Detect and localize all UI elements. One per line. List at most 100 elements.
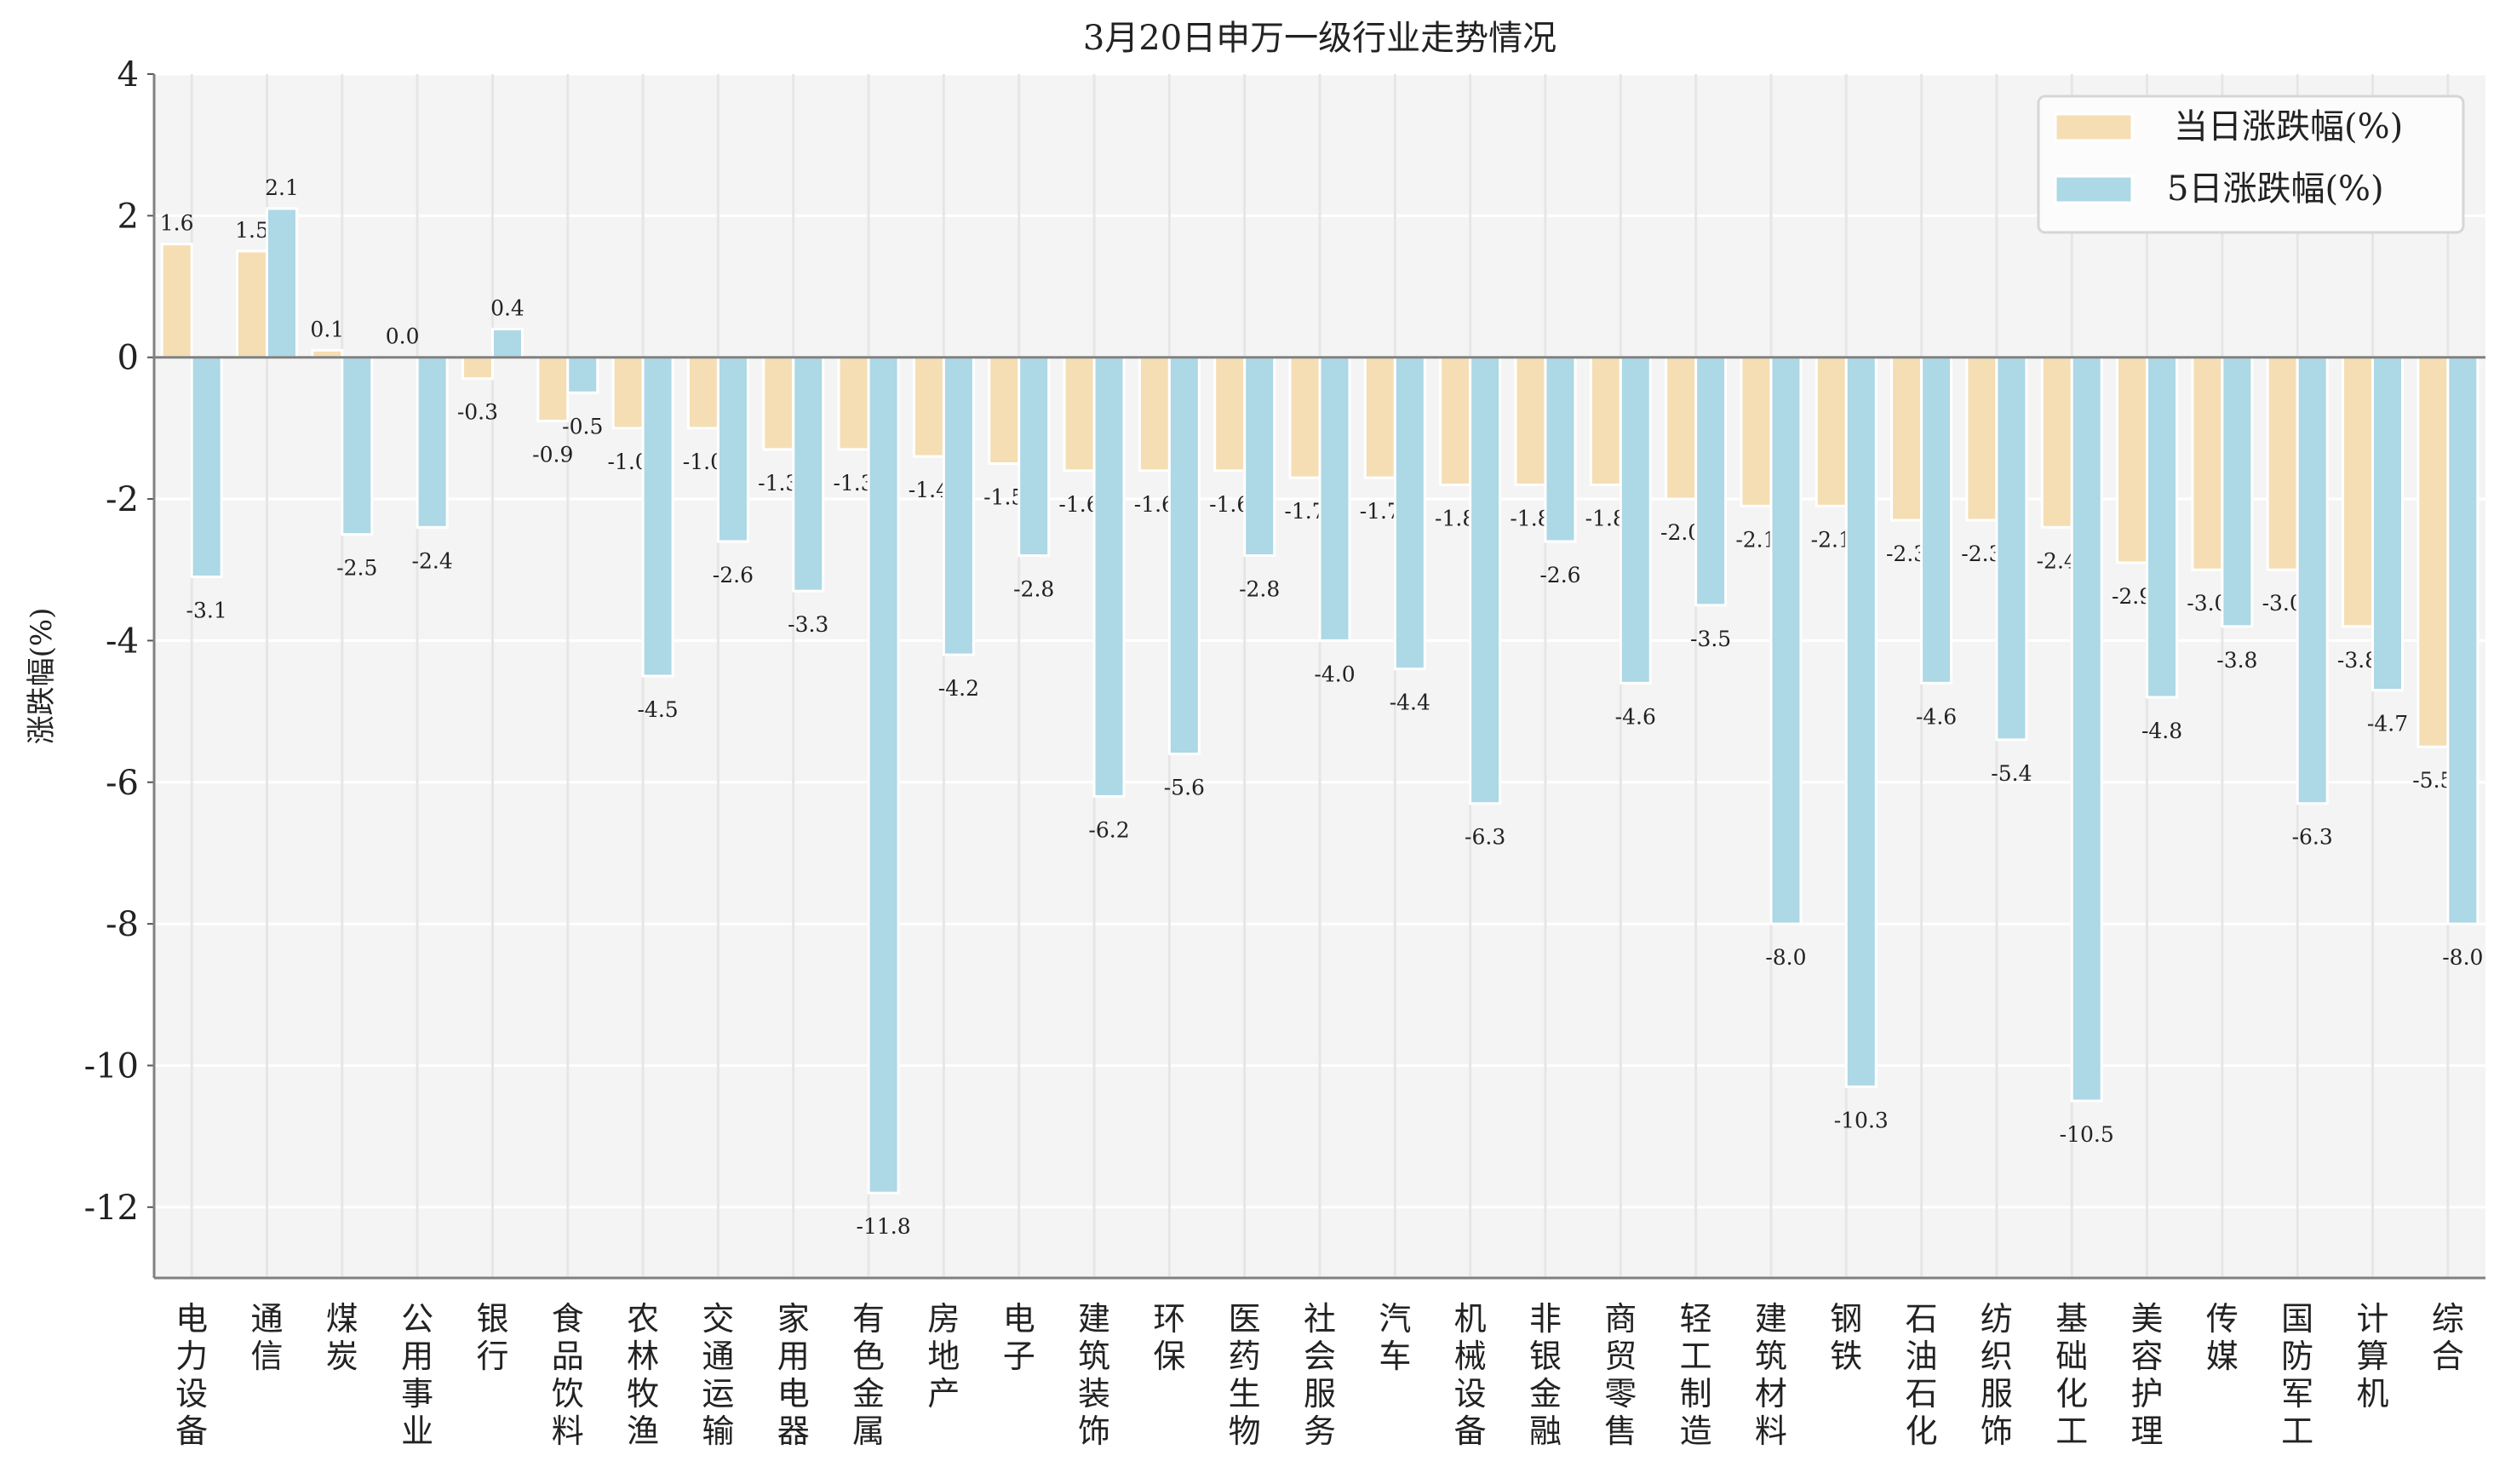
data-label: -2.6 (713, 563, 754, 587)
bar (762, 356, 795, 451)
bar (2116, 356, 2149, 564)
x-tick-label: 有色金属 (852, 1300, 885, 1450)
bar (1063, 356, 1096, 473)
bar (2191, 356, 2224, 571)
x-tick-label: 电力设备 (175, 1300, 208, 1450)
data-label: -6.2 (1088, 817, 1129, 842)
bar (912, 356, 945, 458)
legend-swatch (2054, 175, 2134, 204)
legend-label: 当日涨跌幅(%) (2174, 107, 2403, 146)
bar (1740, 356, 1773, 507)
bar (416, 356, 449, 529)
bar (716, 356, 749, 543)
data-label: 0.1 (310, 317, 344, 341)
x-tick-label: 计算机 (2357, 1300, 2389, 1412)
bar (1920, 356, 1953, 685)
bar (2266, 356, 2299, 571)
x-tick-label: 交通运输 (702, 1300, 734, 1450)
data-label: -0.9 (532, 443, 573, 467)
data-label: -0.5 (562, 414, 603, 438)
bar (1890, 356, 1923, 522)
bar (2221, 356, 2254, 628)
data-label: -5.6 (1164, 775, 1205, 799)
y-axis-label: 涨跌幅(%) (25, 608, 59, 745)
data-label: -2.8 (1013, 577, 1054, 602)
legend-label: 5日涨跌幅(%) (2167, 169, 2384, 209)
data-label: -5.4 (1991, 761, 2032, 786)
x-tick-label: 房地产 (927, 1300, 960, 1412)
bar (235, 249, 268, 359)
bar (2070, 356, 2103, 1103)
bar (686, 356, 719, 430)
y-tick-label: 4 (118, 55, 139, 95)
data-label: 0.0 (386, 324, 420, 349)
bar (1167, 356, 1201, 755)
data-label: -4.0 (1314, 662, 1355, 686)
bar (1288, 356, 1321, 479)
bar (1439, 356, 1472, 486)
x-tick-label: 商贸零售 (1604, 1300, 1637, 1450)
x-tick-label: 家用电器 (777, 1300, 810, 1450)
data-label: -3.5 (1690, 627, 1731, 651)
x-tick-label: 农林牧渔 (627, 1300, 659, 1450)
y-tick-label: -12 (84, 1189, 139, 1228)
bar (1544, 356, 1577, 543)
data-label: -4.2 (938, 676, 979, 701)
data-label: 1.5 (235, 218, 269, 243)
y-tick-label: -6 (106, 764, 139, 803)
data-label: -2.6 (1539, 563, 1580, 587)
x-tick-label: 社会服务 (1304, 1300, 1336, 1450)
bar (942, 356, 975, 656)
data-label: -4.5 (637, 697, 678, 722)
bar (867, 356, 900, 1195)
x-tick-label: 银行 (476, 1300, 508, 1375)
y-tick-label: -10 (84, 1046, 139, 1086)
data-label: -3.1 (186, 599, 227, 623)
bar (1318, 356, 1351, 642)
bar (1243, 356, 1276, 558)
x-tick-label: 电子 (1003, 1300, 1035, 1375)
bar (160, 243, 193, 359)
data-label: -6.3 (2292, 825, 2333, 850)
x-tick-label: 公用事业 (401, 1300, 433, 1450)
bar (1814, 356, 1848, 507)
bar (2342, 356, 2375, 628)
bar (792, 356, 825, 593)
bar (2296, 356, 2329, 805)
x-tick-label: 美容护理 (2131, 1300, 2164, 1450)
bar (611, 356, 645, 430)
data-label: -10.5 (2060, 1122, 2114, 1147)
bar (1018, 356, 1051, 558)
bar (1619, 356, 1652, 685)
data-label: -11.8 (857, 1214, 911, 1239)
bar (2416, 356, 2450, 748)
y-tick-label: -2 (106, 480, 139, 519)
bar (1393, 356, 1426, 671)
x-tick-label: 煤炭 (326, 1300, 358, 1375)
bar (536, 356, 570, 423)
legend: 当日涨跌幅(%) 5日涨跌幅(%) (2037, 95, 2465, 234)
x-tick-label: 国防军工 (2281, 1300, 2313, 1450)
bar (1092, 356, 1126, 798)
bar (2371, 356, 2405, 692)
data-label: -6.3 (1465, 825, 1505, 850)
bar (1844, 356, 1878, 1088)
x-tick-label: 环保 (1153, 1300, 1185, 1375)
bar (190, 356, 223, 579)
x-tick-label: 建筑材料 (1755, 1300, 1787, 1450)
bar (341, 356, 374, 536)
chart-title: 3月20日申万一级行业走势情况 (1083, 19, 1556, 58)
y-tick-label: 0 (118, 339, 139, 378)
bar (1769, 356, 1803, 925)
bar (1694, 356, 1728, 607)
bar (1363, 356, 1396, 479)
bar (2040, 356, 2073, 529)
y-tick-label: -4 (106, 622, 139, 661)
data-label: -2.4 (412, 548, 453, 573)
x-tick-label: 通信 (250, 1300, 283, 1375)
bar (988, 356, 1021, 465)
data-label: -8.0 (1765, 945, 1806, 970)
data-label: 2.1 (265, 175, 299, 200)
bar (1514, 356, 1547, 486)
